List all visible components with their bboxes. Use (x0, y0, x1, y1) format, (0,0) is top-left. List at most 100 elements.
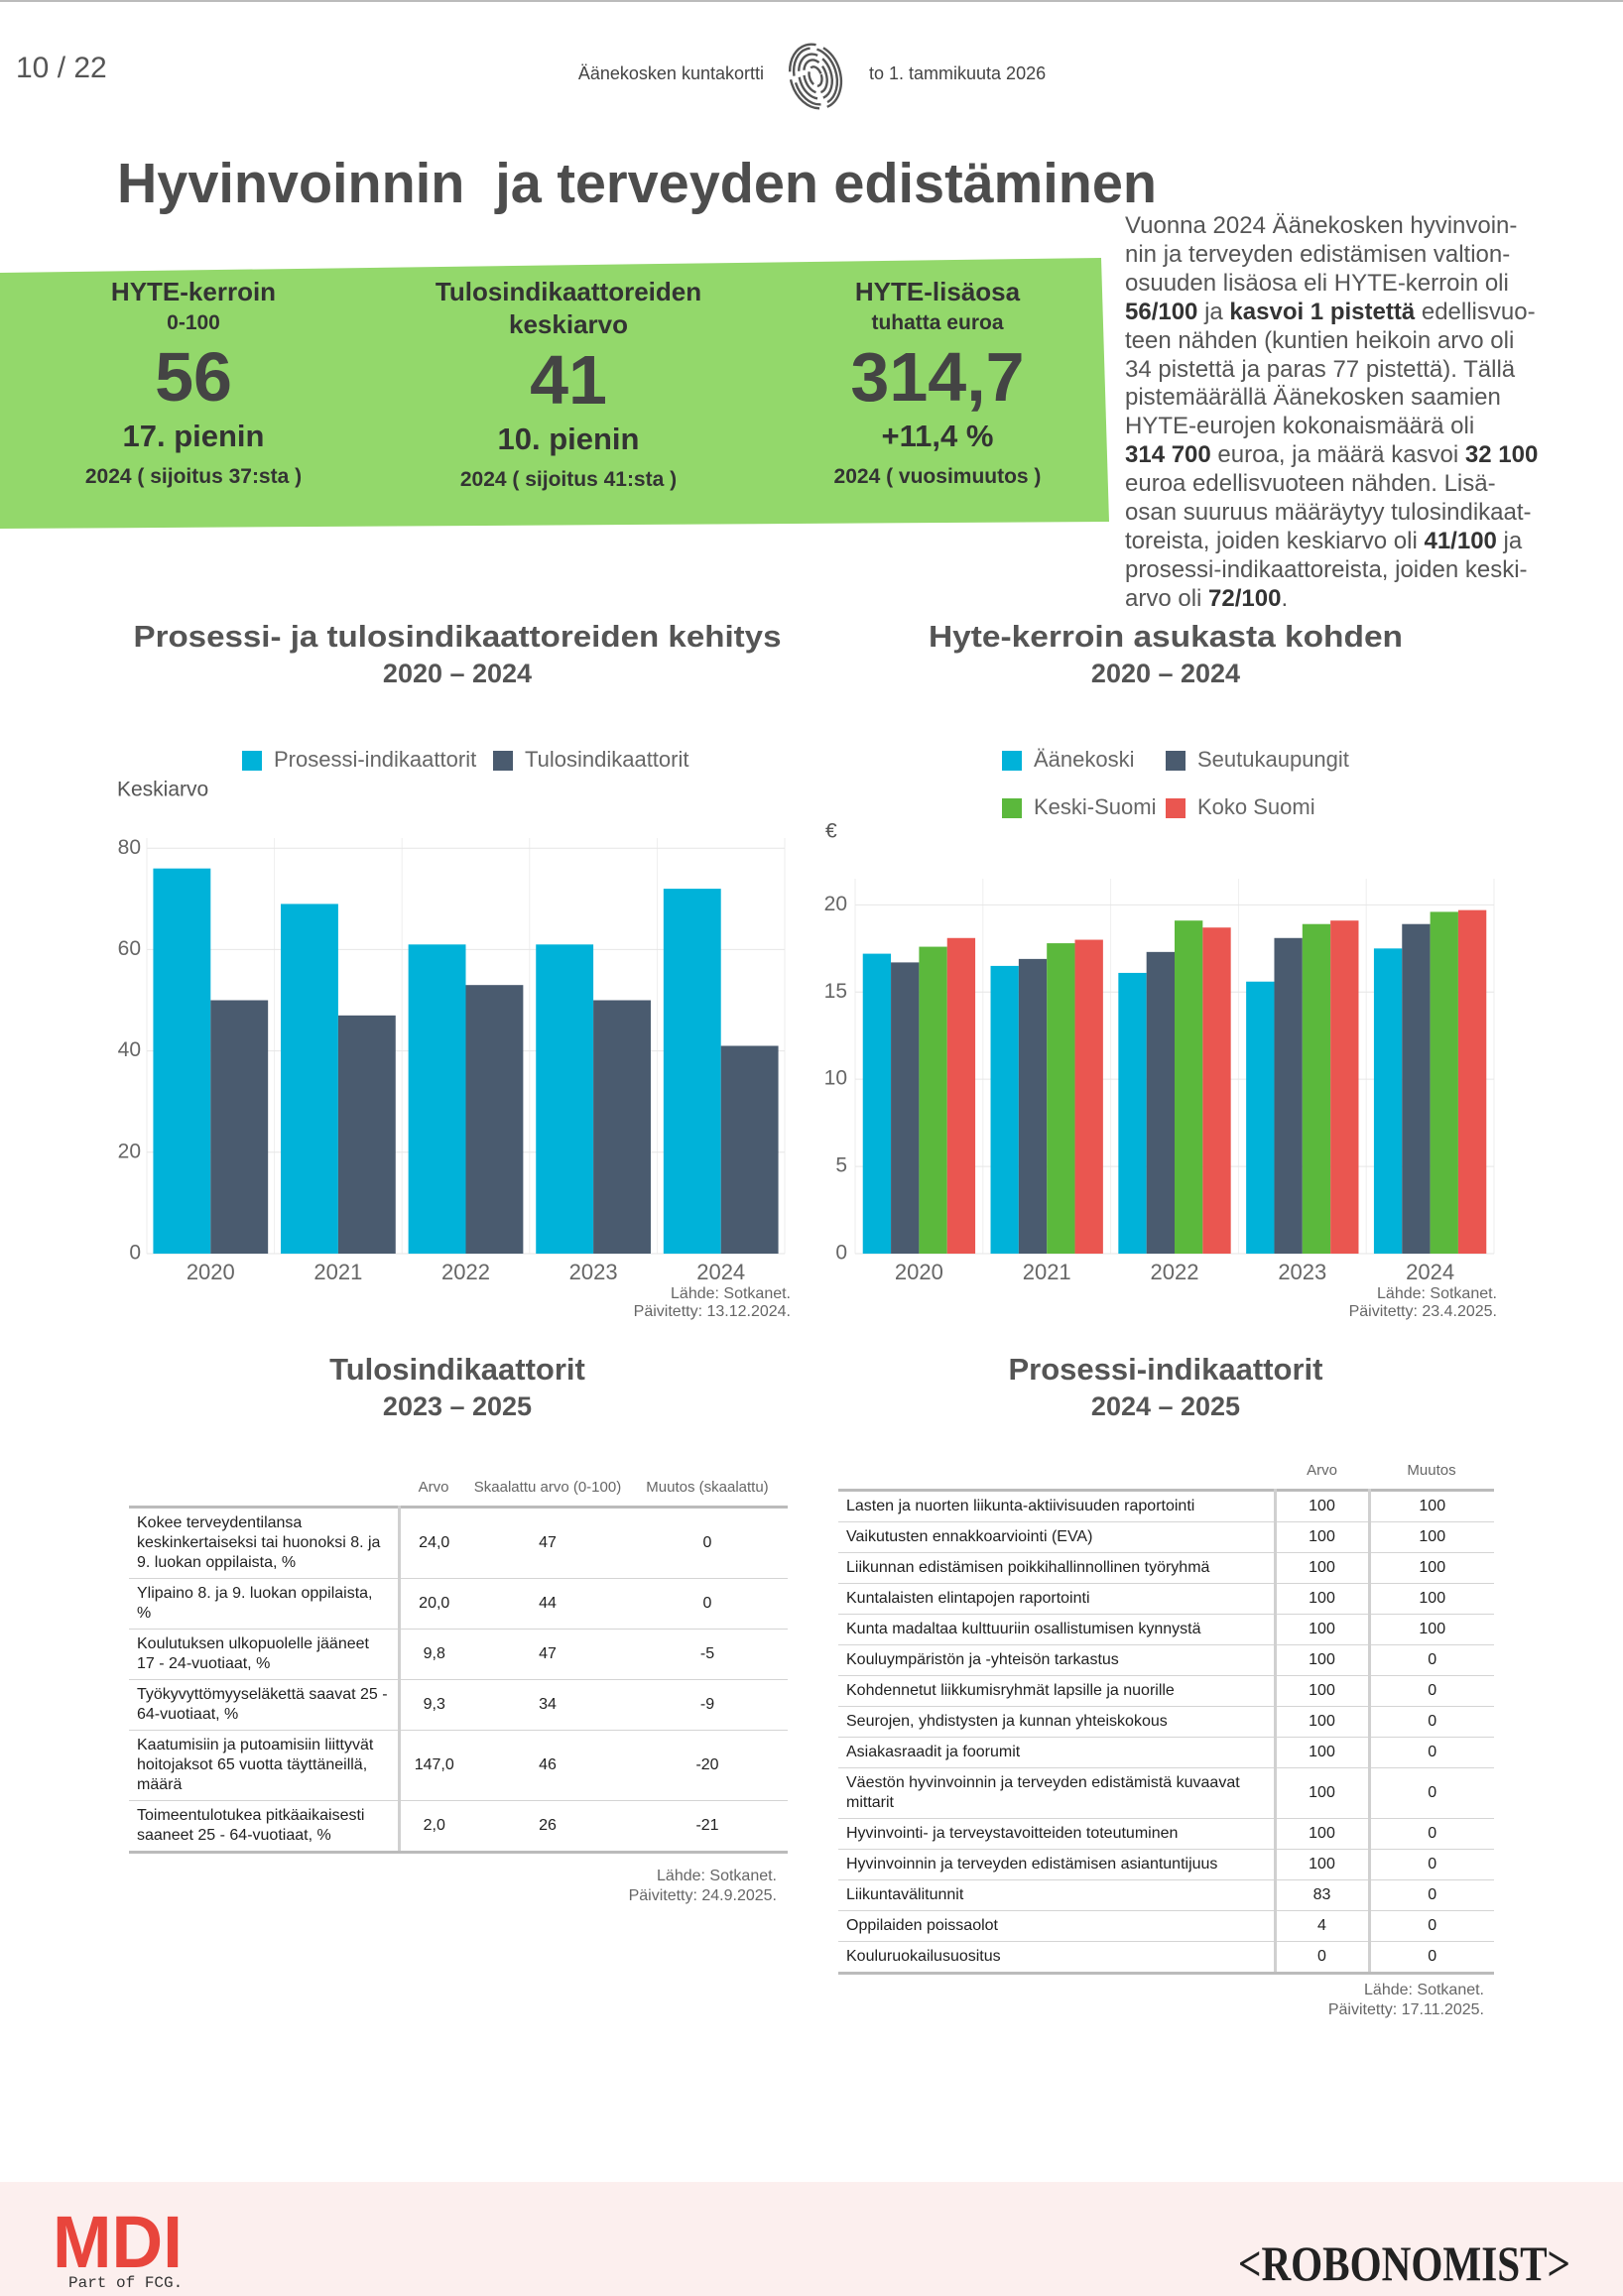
intro-emphasis: 56/100 (1125, 298, 1198, 325)
header-cell-empty (838, 1422, 1275, 1490)
row-label: Hyvinvointi- ja terveystavoitteiden tote… (838, 1818, 1277, 1850)
bar (1246, 981, 1275, 1254)
cell-value: 0 (1369, 1706, 1494, 1738)
legend-swatch (1166, 798, 1186, 818)
table-row: Kohdennetut liikkumisryhmät lapsille ja … (838, 1675, 1494, 1707)
footer-tagline: Part of FCG. (68, 2274, 183, 2292)
footer-band (0, 2182, 1623, 2296)
row-label: Seurojen, yhdistysten ja kunnan yhteisko… (838, 1706, 1277, 1738)
intro-emphasis: kasvoi 1 pistettä (1229, 298, 1416, 325)
intro-emphasis: 72/100 (1208, 584, 1282, 612)
bar (1373, 948, 1403, 1254)
cell-value: -9 (627, 1679, 788, 1731)
kpi-title: HYTE-kerroin (110, 277, 277, 306)
bar (337, 1015, 396, 1254)
table-title: Tulosindikaattorit (329, 1352, 585, 1387)
kpi-value: 314,7 (850, 338, 1025, 416)
bar (1074, 939, 1103, 1254)
cell-value: 2,0 (399, 1800, 468, 1854)
cell-value: 100 (1369, 1614, 1494, 1645)
cell-value: -21 (627, 1800, 788, 1854)
x-tick-label: 2023 (1278, 1260, 1326, 1284)
table-title: Prosessi-indikaattorit (1008, 1352, 1323, 1387)
row-label: Kuntalaisten elintapojen raportointi (838, 1583, 1277, 1615)
table-source-line: Lähde: Sotkanet. (1364, 1982, 1484, 1998)
doc-date: to 1. tammikuuta 2026 (869, 63, 1047, 83)
table-source-line: Lähde: Sotkanet. (657, 1868, 777, 1884)
intro-text: Vuonna 2024 Äänekosken hyvinvoin- nin ja… (1125, 212, 1621, 614)
legend-swatch (1002, 798, 1022, 818)
row-label: Koulutuksen ulkopuolelle jääneet 17 - 24… (129, 1629, 401, 1680)
x-tick-label: 2021 (1023, 1260, 1071, 1284)
table-source: Lähde: Sotkanet. Päivitetty: 24.9.2025. (380, 1867, 777, 1906)
chart-subtitle: 2020 – 2024 (1091, 659, 1240, 688)
table-source: Lähde: Sotkanet. Päivitetty: 17.11.2025. (1087, 1981, 1484, 2020)
y-tick-label: 5 (835, 1154, 847, 1177)
kpi-note: 2024 ( sijoitus 41:sta ) (459, 468, 678, 491)
row-label: Kokee terveydentilansa keskinkertaiseksi… (129, 1507, 401, 1579)
chart-title: Hyte-kerroin asukasta kohden (929, 619, 1403, 654)
table-row: Työkyvyttömyyseläkettä saavat 25 - 64-vu… (129, 1679, 788, 1731)
cell-value: 9,3 (399, 1679, 468, 1731)
bar (1402, 923, 1431, 1254)
table-source-line: Päivitetty: 17.11.2025. (1327, 2001, 1484, 2018)
kpi-rank: 17. pienin (122, 419, 265, 453)
page-title: Hyvinvoinnin ja terveyden edistäminen (117, 152, 1157, 215)
cell-value: 100 (1275, 1583, 1371, 1615)
cell-value: 47 (468, 1629, 627, 1680)
cell-value: 100 (1369, 1552, 1494, 1584)
y-tick-label: 15 (824, 980, 847, 1003)
x-tick-label: 2020 (895, 1260, 943, 1284)
kpi-subtitle: tuhatta euroa (871, 311, 1004, 334)
cell-value: 47 (468, 1507, 627, 1579)
row-label: Ylipaino 8. ja 9. luokan oppilaista, % (129, 1578, 401, 1630)
table-row: Liikunnan edistämisen poikkihallinnollin… (838, 1552, 1494, 1584)
cell-value: 100 (1369, 1521, 1494, 1553)
bar (1202, 927, 1231, 1254)
bar (1302, 923, 1331, 1254)
kpi-value: 41 (530, 341, 607, 419)
table-row: Kokee terveydentilansa keskinkertaiseksi… (129, 1507, 788, 1579)
table-row: Toimeentulotukea pitkäaikaisesti saaneet… (129, 1800, 788, 1854)
intro-segment: ja (1197, 298, 1230, 325)
y-tick-label: 0 (129, 1242, 141, 1265)
x-tick-label: 2022 (441, 1260, 490, 1284)
bar (862, 953, 892, 1254)
row-label: Kunta madaltaa kulttuuriin osallistumise… (838, 1614, 1277, 1645)
cell-value: 100 (1275, 1818, 1371, 1850)
table-title-block: Prosessi-indikaattorit 2024 – 2025 (848, 1351, 1483, 1424)
table-row: Hyvinvointi- ja terveystavoitteiden tote… (838, 1818, 1494, 1850)
bar (1146, 951, 1175, 1254)
kpi-card: HYTE-lisäosa tuhatta euroa 314,7 +11,4 % 202… (759, 276, 1116, 497)
x-tick-label: 2022 (1151, 1260, 1199, 1284)
bar (663, 889, 721, 1254)
row-label: Vaikutusten ennakkoarviointi (EVA) (838, 1521, 1277, 1553)
kpi-note: 2024 ( sijoitus 37:sta ) (84, 465, 303, 488)
legend-label: Seutukaupungit (1197, 747, 1349, 772)
row-label: Työkyvyttömyyseläkettä saavat 25 - 64-vu… (129, 1679, 401, 1731)
row-label: Kouluruokailusuositus (838, 1941, 1277, 1975)
footer-logo: MDI (53, 2201, 183, 2283)
cell-value: 100 (1275, 1737, 1371, 1768)
header-cell: Skaalattu arvo (0-100) (473, 1478, 622, 1496)
data-table: Arvo Muutos Lasten ja nuorten liikunta-akt… (838, 1422, 1494, 1975)
table-body: Kokee terveydentilansa keskinkertaiseksi… (129, 1507, 788, 1854)
cell-value: 0 (1369, 1767, 1494, 1819)
table-row: Vaikutusten ennakkoarviointi (EVA) 100 100 (838, 1521, 1494, 1553)
cell-value: 100 (1275, 1675, 1371, 1707)
bar (593, 1000, 651, 1254)
row-label: Liikunnan edistämisen poikkihallinnollin… (838, 1552, 1277, 1584)
kpi-rank: +11,4 % (881, 419, 994, 453)
bar (1457, 909, 1487, 1254)
cell-value: 9,8 (399, 1629, 468, 1680)
y-tick-label: 20 (118, 1140, 141, 1162)
x-tick-label: 2024 (1406, 1260, 1454, 1284)
table-row: Asiakasraadit ja foorumit 100 0 (838, 1737, 1494, 1768)
legend-label: Prosessi-indikaattorit (274, 747, 476, 772)
cell-value: 147,0 (399, 1730, 468, 1801)
cell-value: 100 (1275, 1706, 1371, 1738)
bar (891, 962, 920, 1254)
x-tick-label: 2024 (696, 1260, 745, 1284)
